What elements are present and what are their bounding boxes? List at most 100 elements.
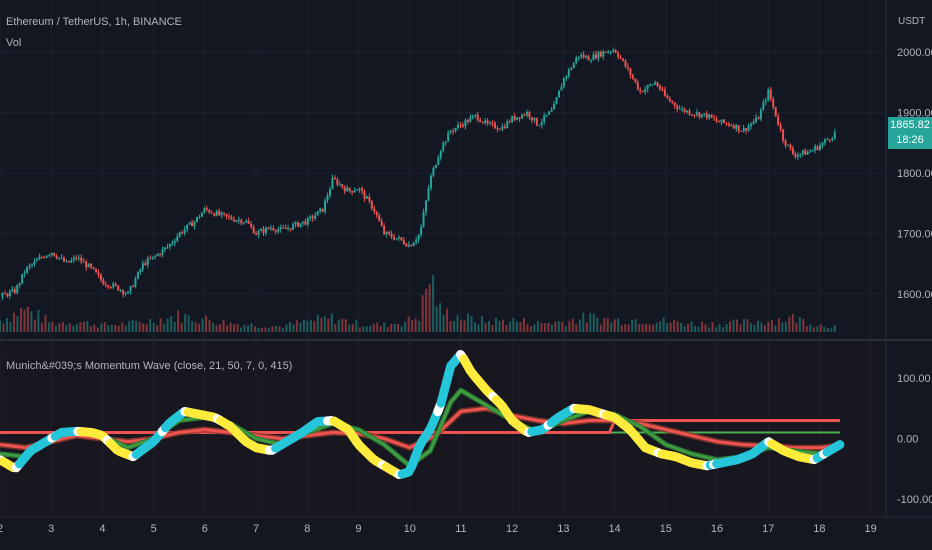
candle-body — [710, 114, 713, 118]
price-tick-label: 1800.00 — [897, 168, 932, 180]
volume-bar — [23, 309, 26, 332]
candle-body — [690, 114, 693, 116]
candle-body — [38, 257, 41, 260]
wave-tick-label: 0.00 — [897, 434, 918, 446]
volume-bar — [278, 325, 281, 332]
candle-body — [378, 215, 381, 221]
candle-body — [767, 89, 770, 101]
volume-bar — [5, 318, 8, 332]
x-tick-label: 4 — [99, 523, 105, 535]
candle-body — [262, 229, 265, 233]
candle-body — [65, 261, 68, 263]
candle-body — [168, 244, 171, 247]
volume-bar — [760, 322, 763, 332]
candle-body — [434, 164, 437, 168]
volume-bar — [645, 323, 648, 332]
candle-body — [331, 177, 334, 190]
candle-body — [252, 226, 255, 234]
volume-bar — [208, 320, 211, 332]
candle-body — [454, 127, 457, 132]
candle-body — [107, 285, 110, 288]
volume-bar — [351, 324, 354, 332]
volume-bar — [309, 319, 312, 332]
volume-bar — [330, 313, 333, 332]
candle-body — [67, 261, 70, 263]
volume-bar — [456, 315, 459, 332]
volume-bar — [781, 322, 784, 332]
candle-body — [518, 117, 521, 119]
candle-body — [619, 57, 622, 59]
candle-body — [693, 114, 696, 116]
volume-bar — [641, 324, 644, 332]
candle-body — [725, 122, 728, 124]
volume-bar — [369, 325, 372, 332]
volume-bar — [145, 324, 148, 332]
candle-body — [338, 184, 341, 186]
currency-label: USDT — [898, 16, 926, 27]
volume-bar — [226, 325, 229, 332]
volume-bar — [501, 319, 504, 332]
candle-body — [548, 111, 551, 115]
candle-body — [617, 52, 620, 58]
volume-bar — [75, 324, 78, 332]
volume-legend[interactable]: Vol — [6, 37, 22, 49]
candle-body — [333, 177, 336, 180]
volume-bar — [564, 326, 567, 332]
volume-bar — [257, 327, 260, 332]
candle-body — [481, 121, 484, 123]
volume-bar — [729, 321, 732, 332]
volume-bar — [372, 323, 375, 332]
candle-body — [210, 212, 213, 214]
symbol-legend[interactable]: Ethereum / TetherUS, 1h, BINANCE — [6, 16, 182, 28]
candle-body — [437, 157, 440, 165]
volume-bar — [348, 324, 351, 332]
volume-bar — [442, 314, 445, 332]
candle-body — [794, 154, 797, 157]
volume-bar — [54, 325, 57, 332]
candle-body — [678, 108, 681, 110]
x-tick-label: 6 — [202, 523, 208, 535]
volume-bar — [376, 322, 379, 332]
candle-body — [156, 254, 159, 256]
candle-body — [737, 125, 740, 132]
candle-body — [75, 257, 78, 259]
volume-bar — [68, 323, 71, 332]
volume-bar — [117, 325, 120, 332]
volume-bar — [526, 324, 529, 332]
volume-bar — [589, 313, 592, 332]
volume-bar — [571, 318, 574, 332]
candle-body — [764, 100, 767, 103]
candle-body — [223, 212, 226, 214]
volume-bar — [30, 311, 33, 332]
volume-bar — [61, 322, 64, 332]
candle-body — [18, 283, 21, 286]
volume-bar — [655, 322, 658, 332]
candle-body — [656, 82, 659, 86]
x-tick-label: 9 — [355, 523, 361, 535]
x-tick-label: 16 — [711, 523, 723, 535]
volume-bar — [474, 322, 477, 332]
candle-body — [289, 228, 292, 230]
volume-bar — [746, 319, 749, 332]
volume-bar — [86, 320, 89, 332]
candle-body — [562, 77, 565, 87]
candle-body — [676, 105, 679, 109]
candle-body — [279, 227, 282, 230]
candle-body — [732, 125, 735, 129]
candle-body — [220, 212, 223, 216]
volume-bar — [128, 321, 131, 332]
candle-body — [97, 272, 100, 276]
volume-bar — [505, 324, 508, 332]
candle-body — [43, 257, 46, 259]
candle-body — [585, 56, 588, 58]
candle-body — [479, 119, 482, 122]
candle-body — [570, 68, 573, 70]
volume-bar — [543, 323, 546, 332]
candle-body — [658, 85, 661, 90]
indicator-legend[interactable]: Munich&#039;s Momentum Wave (close, 21, … — [6, 360, 293, 372]
candle-body — [277, 229, 280, 232]
volume-bar — [582, 312, 585, 332]
candle-body — [555, 97, 558, 104]
candle-body — [159, 254, 162, 256]
volume-bar — [749, 323, 752, 332]
